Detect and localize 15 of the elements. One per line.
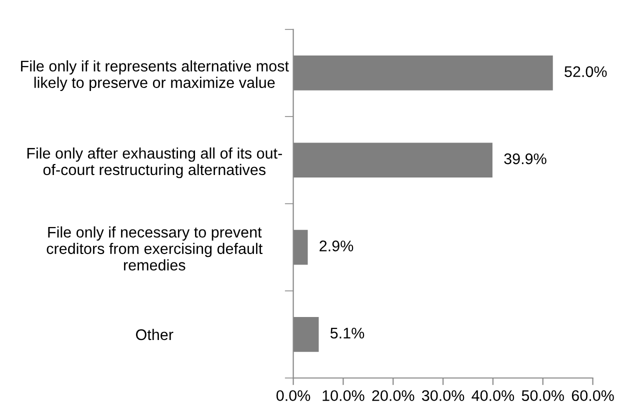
y-tick-label: Other	[136, 328, 174, 340]
data-label: 52.0%	[564, 66, 607, 78]
x-tick-label: 20.0%	[372, 390, 414, 402]
x-tick-label: 60.0%	[572, 390, 614, 402]
data-label: 39.9%	[504, 153, 546, 164]
x-tick-label: 10.0%	[322, 390, 364, 402]
x-tick-label: 40.0%	[472, 390, 514, 402]
data-label: 2.9%	[320, 240, 354, 252]
x-tick-label: 30.0%	[422, 390, 464, 402]
y-tick-label: File only if necessary to prevent creditors from exercising default remedies	[46, 226, 263, 271]
x-tick-label: 50.0%	[522, 390, 564, 402]
y-tick-label: File only if it represents alternative most likely to preserve or maximize value	[21, 60, 289, 92]
y-tick-label: File only after exhausting all of its out- of-court restructuring alternatives	[27, 147, 282, 178]
data-label: 5.1%	[330, 328, 364, 339]
x-tick-label: 0.0%	[276, 390, 310, 402]
